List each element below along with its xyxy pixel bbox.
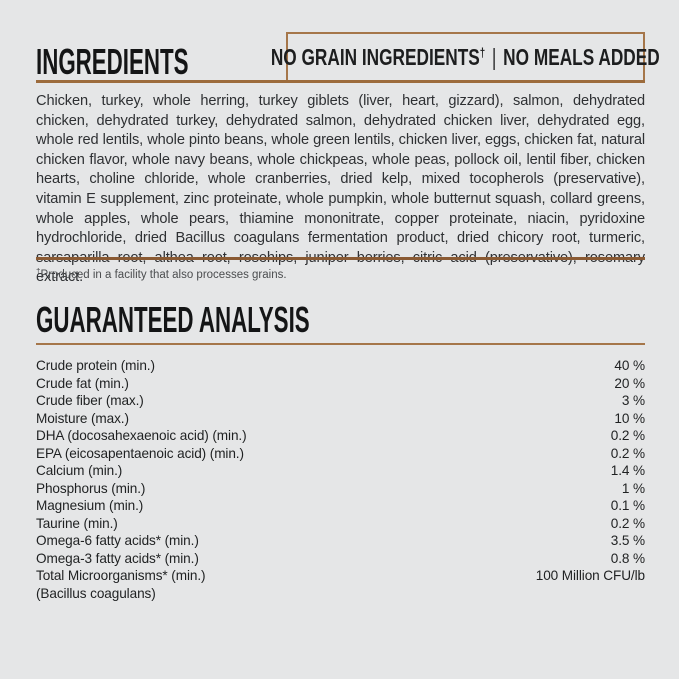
analysis-row: Crude fat (min.) 20 % bbox=[36, 375, 645, 393]
badge-dagger: † bbox=[479, 44, 486, 60]
analysis-row: Taurine (min.) 0.2 % bbox=[36, 515, 645, 533]
analysis-row: EPA (eicosapentaenoic acid) (min.) 0.2 % bbox=[36, 445, 645, 463]
analysis-row: Omega-3 fatty acids* (min.) 0.8 % bbox=[36, 550, 645, 568]
analysis-row-label: Magnesium (min.) bbox=[36, 498, 144, 513]
analysis-row: Crude fiber (max.) 3 % bbox=[36, 392, 645, 410]
analysis-row-value: 20 % bbox=[614, 375, 645, 391]
header-rule bbox=[36, 80, 645, 83]
analysis-row-label: Total Microorganisms* (min.) bbox=[36, 568, 206, 583]
guaranteed-analysis-table: Crude protein (min.) 40 % Crude fat (min… bbox=[36, 357, 645, 602]
analysis-row-label: Omega-6 fatty acids* (min.) bbox=[36, 533, 199, 548]
analysis-row-label: (Bacillus coagulans) bbox=[36, 585, 156, 601]
analysis-row-value: 100 Million CFU/lb bbox=[535, 568, 645, 583]
analysis-row-value: 0.8 % bbox=[610, 550, 645, 566]
badge-separator: | bbox=[492, 43, 497, 70]
analysis-row-value: 1.4 % bbox=[610, 463, 645, 478]
analysis-row-value: 10 % bbox=[614, 410, 645, 426]
analysis-row: Calcium (min.) 1.4 % bbox=[36, 462, 645, 480]
analysis-rule bbox=[36, 343, 645, 345]
no-grain-badge-text: NO GRAIN INGREDIENTS† | NO MEALS ADDED bbox=[271, 43, 660, 70]
analysis-row-value: 3.5 % bbox=[610, 533, 645, 548]
analysis-row-value: 0.2 % bbox=[610, 445, 645, 461]
analysis-row: Moisture (max.) 10 % bbox=[36, 410, 645, 428]
guaranteed-analysis-title: GUARANTEED ANALYSIS bbox=[36, 299, 310, 340]
badge-right-text: NO MEALS ADDED bbox=[503, 43, 660, 70]
no-grain-badge: NO GRAIN INGREDIENTS† | NO MEALS ADDED bbox=[271, 32, 660, 82]
analysis-row-label: Crude protein (min.) bbox=[36, 358, 155, 373]
analysis-row-value: 0.2 % bbox=[610, 428, 645, 443]
analysis-row-label: Phosphorus (min.) bbox=[36, 480, 146, 496]
grain-facility-footnote: †Produced in a facility that also proces… bbox=[36, 267, 645, 281]
footnote-rule bbox=[36, 257, 645, 260]
analysis-row-label: EPA (eicosapentaenoic acid) (min.) bbox=[36, 445, 244, 461]
analysis-row-value: 40 % bbox=[614, 358, 645, 373]
analysis-row-value: 3 % bbox=[621, 393, 645, 408]
ingredients-section-title: INGREDIENTS bbox=[36, 41, 189, 82]
footnote-text: Produced in a facility that also process… bbox=[40, 269, 287, 281]
analysis-row-value: 0.1 % bbox=[610, 498, 645, 513]
analysis-row: (Bacillus coagulans) bbox=[36, 585, 645, 603]
analysis-row: Magnesium (min.) 0.1 % bbox=[36, 497, 645, 515]
analysis-row-label: DHA (docosahexaenoic acid) (min.) bbox=[36, 428, 247, 443]
analysis-row-label: Taurine (min.) bbox=[36, 515, 118, 531]
badge-left-text: NO GRAIN INGREDIENTS bbox=[271, 43, 480, 70]
analysis-row: DHA (docosahexaenoic acid) (min.) 0.2 % bbox=[36, 427, 645, 445]
analysis-row-label: Crude fiber (max.) bbox=[36, 393, 144, 408]
analysis-row-value: 1 % bbox=[621, 480, 645, 496]
analysis-row: Total Microorganisms* (min.) 100 Million… bbox=[36, 567, 645, 585]
analysis-row: Crude protein (min.) 40 % bbox=[36, 357, 645, 375]
analysis-row-value: 0.2 % bbox=[610, 515, 645, 531]
analysis-row: Omega-6 fatty acids* (min.) 3.5 % bbox=[36, 532, 645, 550]
analysis-row-label: Moisture (max.) bbox=[36, 410, 129, 426]
analysis-row-label: Crude fat (min.) bbox=[36, 375, 129, 391]
analysis-row: Phosphorus (min.) 1 % bbox=[36, 480, 645, 498]
footnote-dagger: † bbox=[36, 267, 41, 276]
analysis-row-label: Omega-3 fatty acids* (min.) bbox=[36, 550, 199, 566]
analysis-row-label: Calcium (min.) bbox=[36, 463, 123, 478]
